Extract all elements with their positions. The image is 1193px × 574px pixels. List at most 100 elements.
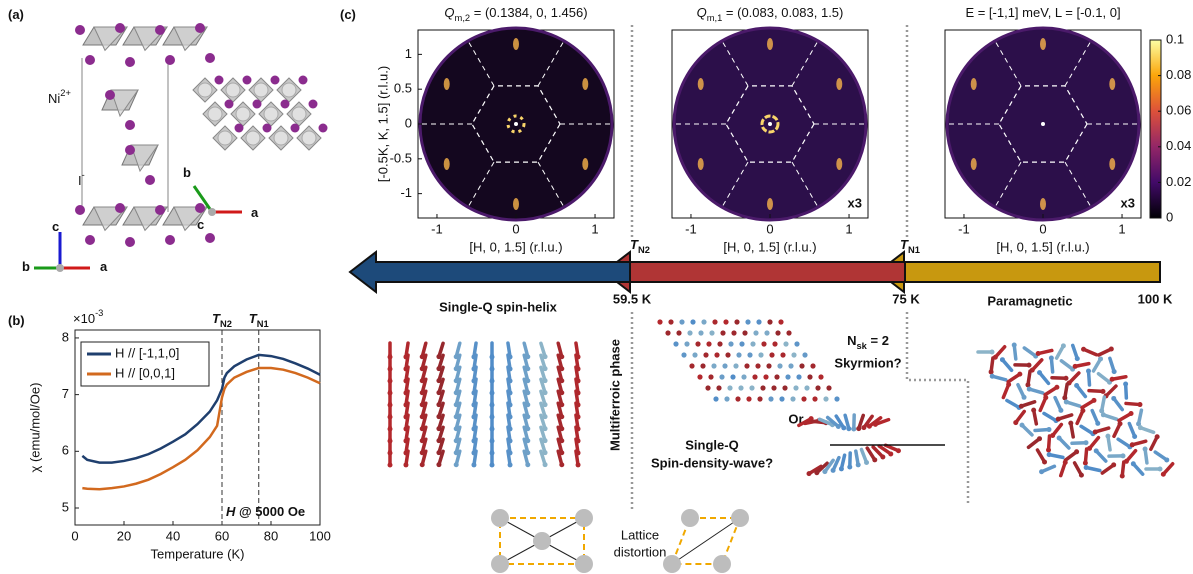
transition-label: TN2	[630, 237, 650, 255]
y-tick-label: 7	[62, 386, 69, 401]
paramagnetic-spin-head	[1037, 370, 1042, 375]
figure: (a)Ni2+I-bcabca(b)0204060801005678×10-3T…	[0, 0, 1193, 574]
paramagnetic-spin-head	[1047, 452, 1052, 457]
skyrmion-spin	[747, 352, 752, 357]
text-part: c	[52, 219, 59, 234]
iodine-atom	[105, 90, 115, 100]
x-tick-label: 1	[591, 221, 598, 236]
scale-label: x3	[848, 195, 862, 210]
skyrmion-spin	[793, 385, 798, 390]
colorbar-tick-label: 0.06	[1166, 103, 1191, 118]
skyrmion-spin	[731, 330, 736, 335]
y-tick-label: -1	[400, 185, 412, 200]
x-tick-label: 1	[845, 221, 852, 236]
phase-name: Multiferroic phase	[607, 339, 622, 451]
skyrmion-spin	[790, 396, 795, 401]
lattice-site	[491, 509, 509, 527]
text-part: a	[251, 205, 259, 220]
lattice-bond	[672, 518, 740, 564]
page: { "panels": { "a": {"label": "(a)", "ni"…	[0, 0, 1193, 574]
lattice-site	[713, 555, 731, 573]
text-part: N1	[908, 245, 920, 255]
skyrmion-spin	[802, 352, 807, 357]
skyrmion-spin	[823, 396, 828, 401]
skyrmion-spin	[818, 374, 823, 379]
skyrmion-spin	[760, 385, 765, 390]
phase-name: Spin-density-wave?	[651, 455, 773, 470]
sdw-spin-head	[814, 470, 819, 475]
paramagnetic-spin-head	[1079, 473, 1084, 478]
skyrmion-spin	[786, 330, 791, 335]
sdw-spin-head	[839, 466, 844, 471]
iodine-atom	[85, 235, 95, 245]
y-axis-label: χ (emu/mol/Oe)	[27, 383, 42, 473]
nickel-atom	[218, 131, 232, 145]
skyrmion-spin	[734, 319, 739, 324]
iodine-atom	[115, 203, 125, 213]
bragg-spot	[971, 158, 977, 170]
y-axis-label: [-0.5K, K, 1.5] (r.l.u.)	[375, 66, 390, 182]
skyrmion-spin	[695, 341, 700, 346]
paramagnetic-spin-head	[1123, 382, 1128, 387]
sdw-spin-head	[864, 460, 869, 465]
iodine-atom	[155, 205, 165, 215]
legend-entry: H // [0,0,1]	[115, 365, 175, 380]
octahedron-face	[131, 145, 158, 171]
skyrmion-spin	[746, 396, 751, 401]
paramagnetic-spin-head	[1086, 369, 1091, 374]
text-part: c	[197, 217, 204, 232]
nickel-atom	[246, 131, 260, 145]
paramagnetic-spin-head	[1039, 469, 1044, 474]
iodine-atom	[75, 205, 85, 215]
iodine-atom	[195, 203, 205, 213]
atom-label: Ni2+	[48, 88, 71, 106]
paramagnetic-spin-head	[1129, 411, 1134, 416]
iodine-atom	[125, 57, 135, 67]
skyrmion-spin	[750, 341, 755, 346]
paramagnetic-spin-head	[1074, 383, 1079, 388]
phase-name: Single-Q	[685, 437, 738, 452]
sdw-spin-head	[880, 455, 885, 460]
center-spot	[1041, 122, 1045, 126]
paramagnetic-spin-head	[1132, 434, 1137, 439]
text-part: = (0.083, 0.083, 1.5)	[722, 5, 843, 20]
bragg-spot	[444, 158, 450, 170]
transition-label: TN2	[212, 311, 232, 329]
paramagnetic-spin-head	[1000, 357, 1005, 362]
skyrmion-spin	[763, 374, 768, 379]
iodine-atom	[165, 235, 175, 245]
paramagnetic-spin-head	[1112, 369, 1117, 374]
paramagnetic-spin-head	[1094, 448, 1099, 453]
skyrmion-spin	[692, 352, 697, 357]
skyrmion-spin	[741, 374, 746, 379]
helix-spin-head	[559, 462, 564, 467]
paramagnetic-spin-head	[1095, 421, 1100, 426]
skyrmion-spin	[752, 374, 757, 379]
x-tick-label: 80	[264, 528, 278, 543]
panel-label: (a)	[8, 7, 24, 22]
text-part: b	[22, 259, 30, 274]
bragg-spot	[1040, 198, 1046, 210]
skyrmion-spin	[749, 385, 754, 390]
paramagnetic-spin-head	[990, 350, 995, 355]
skyrmion-spin	[697, 374, 702, 379]
skyrmion-spin	[725, 352, 730, 357]
paramagnetic-spin-head	[1158, 466, 1163, 471]
paramagnetic-spin-head	[1118, 421, 1123, 426]
paramagnetic-spin-head	[1073, 364, 1078, 369]
phase-name: Nsk = 2	[847, 333, 889, 351]
text-part: N2	[220, 319, 232, 329]
sdw-spin-head	[856, 426, 861, 431]
x-tick-label: 60	[215, 528, 229, 543]
paramagnetic-spin-head	[1013, 420, 1018, 425]
paramagnetic-spin-head	[1061, 343, 1066, 348]
sdw-spin-head	[861, 425, 866, 430]
scale-label: x3	[1121, 195, 1135, 210]
skyrmion-spin	[745, 319, 750, 324]
skyrmion-spin	[788, 363, 793, 368]
phase-arrow-multiferroic	[604, 252, 905, 292]
skyrmion-spin	[690, 319, 695, 324]
skyrmion-spin	[684, 341, 689, 346]
paramagnetic-spin-head	[1064, 399, 1069, 404]
nickel-atom	[226, 83, 240, 97]
